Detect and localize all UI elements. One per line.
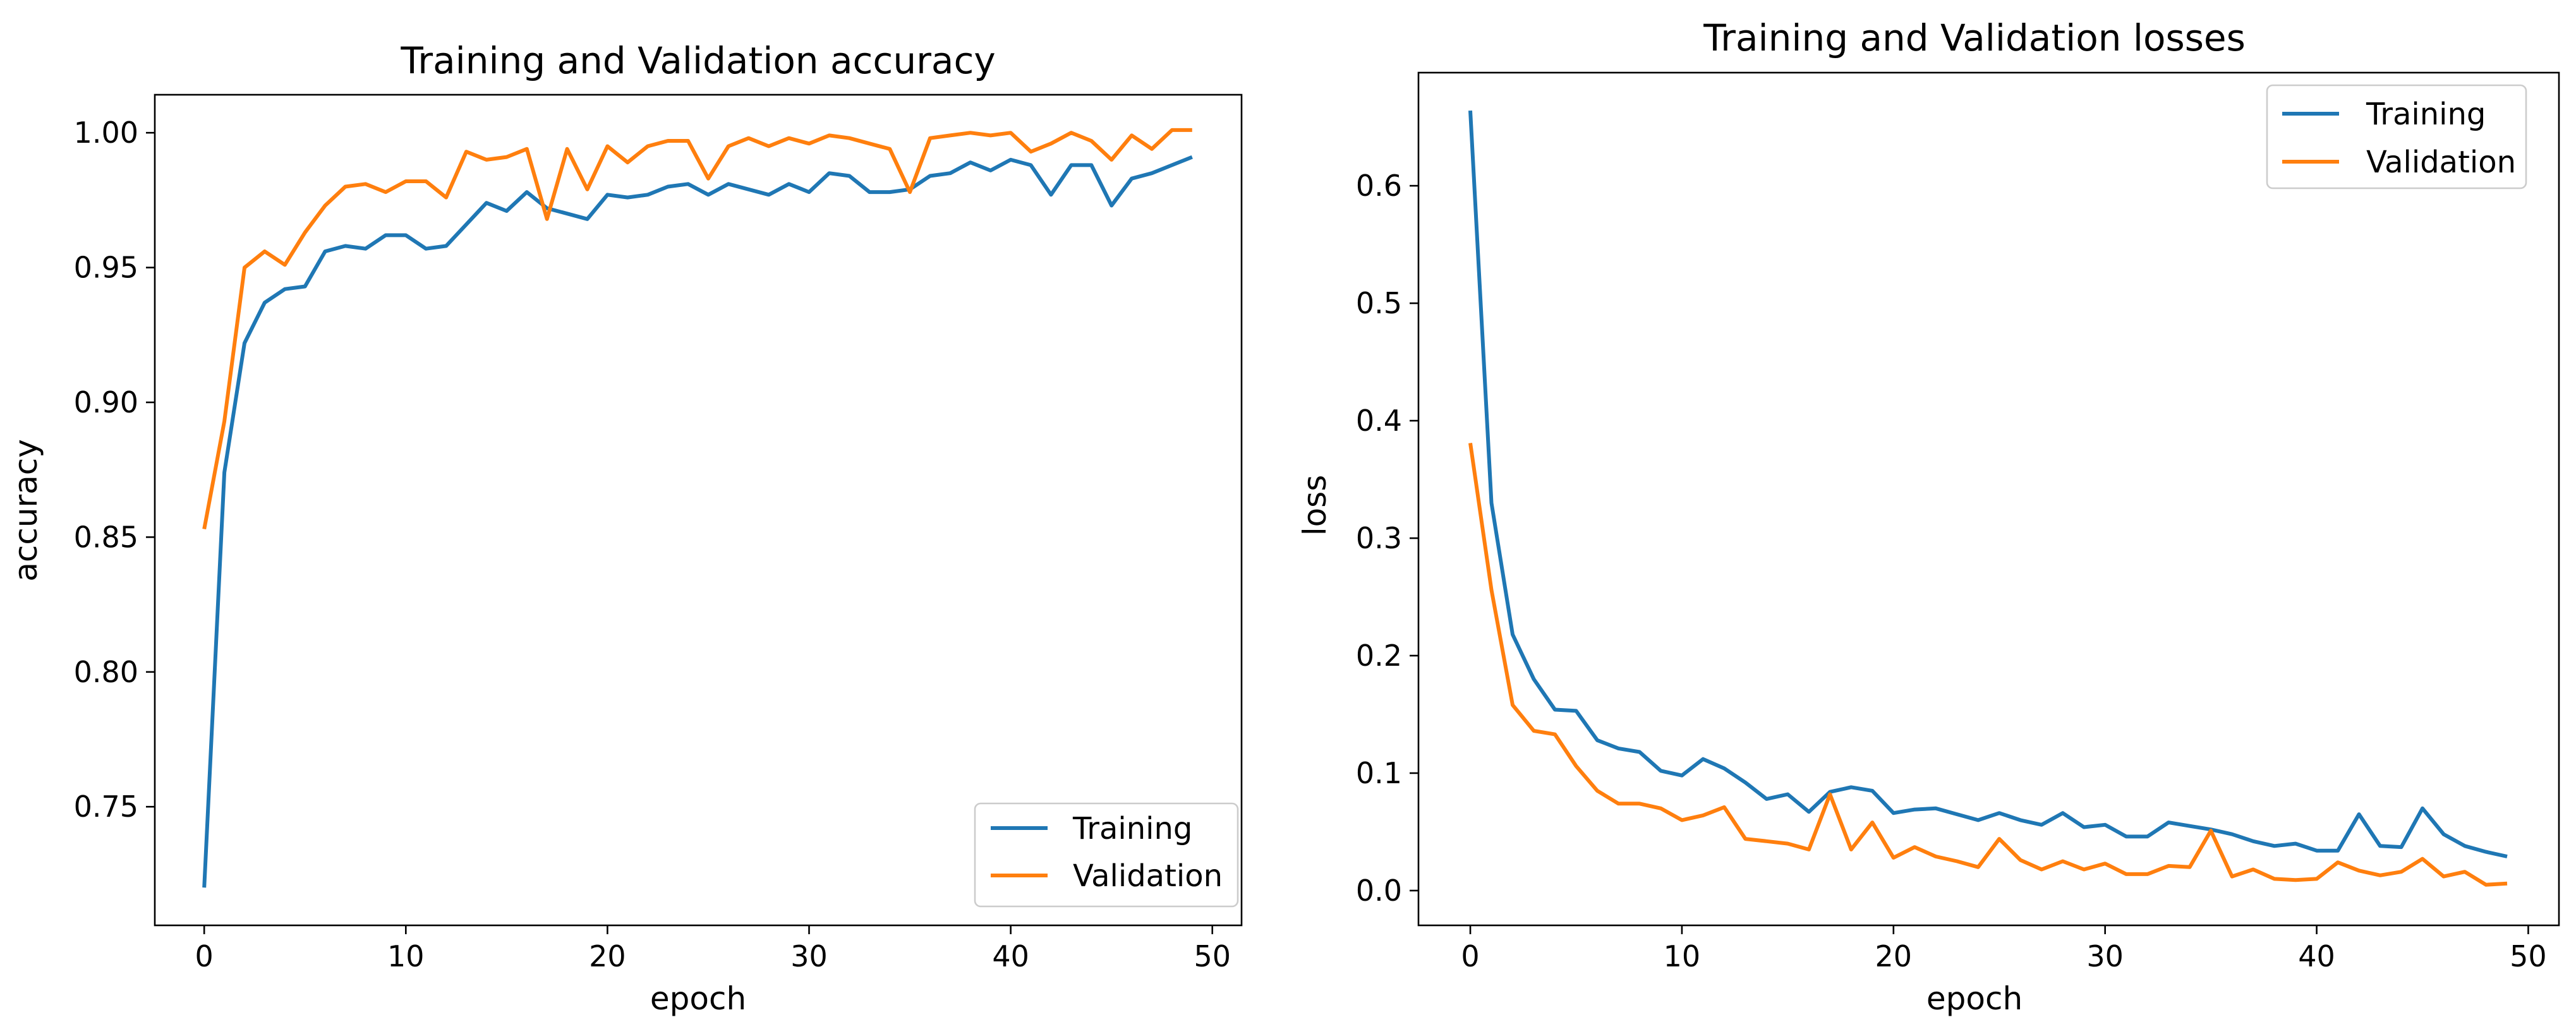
loss-x-tick-label: 10 <box>1664 939 1701 973</box>
loss-series-lines <box>1468 110 2508 887</box>
loss-chart: Training and Validation losses epoch los… <box>1297 16 2560 1017</box>
loss-training-line <box>1468 110 2508 858</box>
accuracy-legend-label-validation: Validation <box>1073 858 1223 894</box>
accuracy-x-tick-label: 0 <box>195 939 214 973</box>
loss-y-tick-label: 0.0 <box>1356 874 1402 908</box>
loss-x-tick-label: 0 <box>1461 939 1479 973</box>
loss-validation-line <box>1468 442 2508 887</box>
loss-y-tick-label: 0.2 <box>1356 639 1402 673</box>
loss-y-tick-label: 0.3 <box>1356 521 1402 555</box>
accuracy-legend-label-training: Training <box>1072 811 1192 846</box>
loss-x-tick-label: 30 <box>2086 939 2124 973</box>
accuracy-legend: Training Validation <box>974 802 1239 908</box>
loss-x-tick-label: 50 <box>2510 939 2547 973</box>
accuracy-y-tick-label: 0.75 <box>74 790 138 824</box>
loss-x-axis-label: epoch <box>1926 980 2023 1017</box>
accuracy-x-tick-label: 50 <box>1194 939 1231 973</box>
loss-y-tick-label: 0.4 <box>1356 404 1402 438</box>
accuracy-ticks: 0 10 20 30 40 50 0.75 0.80 0.85 0.90 0.95 1.00 <box>74 116 1231 973</box>
loss-x-tick-label: 40 <box>2298 939 2335 973</box>
loss-y-tick-label: 0.5 <box>1356 286 1402 320</box>
loss-legend-label-training: Training <box>2366 97 2486 132</box>
loss-x-tick-label: 20 <box>1875 939 1913 973</box>
accuracy-training-line <box>202 155 1193 888</box>
loss-legend: Training Validation <box>2266 84 2527 189</box>
accuracy-y-tick-label: 0.90 <box>74 385 138 419</box>
accuracy-validation-line <box>202 128 1192 530</box>
accuracy-x-tick-label: 20 <box>589 939 626 973</box>
accuracy-x-tick-label: 30 <box>790 939 828 973</box>
accuracy-x-tick-label: 40 <box>992 939 1029 973</box>
loss-y-tick-label: 0.6 <box>1356 169 1402 203</box>
accuracy-chart-title: Training and Validation accuracy <box>400 39 995 82</box>
accuracy-y-tick-label: 1.00 <box>74 116 138 150</box>
loss-y-axis-label: loss <box>1297 475 1333 536</box>
accuracy-x-tick-label: 10 <box>387 939 425 973</box>
accuracy-y-tick-label: 0.85 <box>74 520 138 554</box>
accuracy-y-axis-label: accuracy <box>8 439 44 582</box>
accuracy-y-tick-label: 0.80 <box>74 655 138 689</box>
loss-ticks: 0 10 20 30 40 50 0.0 0.1 0.2 0.3 0.4 0.5 0.6 <box>1356 169 2547 973</box>
accuracy-y-tick-label: 0.95 <box>74 251 138 285</box>
accuracy-x-axis-label: epoch <box>650 980 746 1017</box>
loss-plot-frame <box>1417 71 2560 927</box>
loss-y-tick-label: 0.1 <box>1356 756 1402 790</box>
loss-chart-title: Training and Validation losses <box>1703 16 2246 59</box>
loss-legend-label-validation: Validation <box>2366 145 2516 180</box>
accuracy-plot-frame <box>154 93 1243 927</box>
accuracy-series-lines <box>202 128 1193 888</box>
accuracy-chart: Training and Validation accuracy epoch a… <box>8 39 1243 1017</box>
